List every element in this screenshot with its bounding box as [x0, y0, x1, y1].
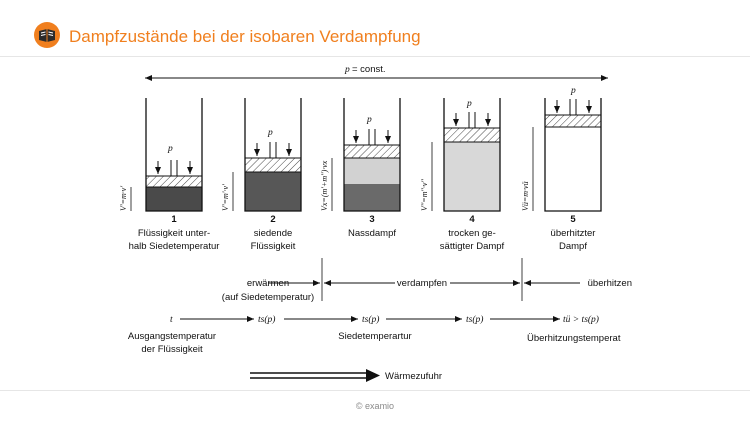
temp-start-caption-b: der Flüssigkeit: [141, 344, 203, 355]
cylinder-2: p V'=m'·v' 2 siedende Flüssigkeit: [221, 98, 302, 252]
temp-start: t: [170, 315, 173, 325]
evaporation-diagram: p = const. p V'=m·v' 1 Flüssigkeit unter…: [119, 64, 632, 382]
state-caption-4a: trocken ge-: [448, 228, 496, 239]
state-number-4: 4: [469, 214, 475, 225]
state-number-2: 2: [270, 214, 275, 225]
cylinder-3: p Vx=(m'+m'')·vx 3 Nassdampf: [320, 98, 401, 239]
state-caption-4b: sättigter Dampf: [440, 241, 505, 252]
cylinder-5: p Vü=m·vü 5 überhitzter Dampf: [521, 86, 602, 252]
phase-superheat-label: überhitzen: [588, 278, 632, 289]
phase-heat-label: erwärmen: [247, 278, 289, 289]
state-caption-3: Nassdampf: [348, 228, 396, 239]
state-caption-5b: Dampf: [559, 241, 587, 252]
phase-row: erwärmen (auf Siedetemperatur) verdampfe…: [222, 258, 632, 303]
state-caption-2b: Flüssigkeit: [251, 241, 296, 252]
piston-pressure-label: p: [366, 115, 372, 125]
volume-label-1: V'=m·v': [119, 186, 128, 211]
pressure-const-arrow: p = const.: [145, 64, 608, 81]
state-number-5: 5: [570, 214, 576, 225]
copyright-text: © examio: [355, 401, 395, 411]
temperature-row: t ts(p) ts(p) ts(p) tü > ts(p) Ausgangst…: [128, 314, 621, 355]
volume-label-3: Vx=(m'+m'')·vx: [320, 160, 329, 211]
temp-super-caption: Überhitzungstemperat: [527, 333, 621, 344]
heat-supply-arrow: Wärmezufuhr: [250, 369, 442, 382]
temp-start-caption-a: Ausgangstemperatur: [128, 331, 216, 342]
temp-boiling-1: ts(p): [258, 314, 275, 325]
state-caption-1a: Flüssigkeit unter-: [138, 228, 210, 239]
volume-label-5: Vü=m·vü: [521, 181, 530, 211]
state-number-3: 3: [369, 214, 374, 225]
cylinder-1: p V'=m·v' 1 Flüssigkeit unter- halb Sied…: [119, 98, 219, 252]
book-logo-icon: [34, 22, 60, 48]
piston-pressure-label: p: [167, 144, 173, 154]
page-title: Dampfzustände bei der isobaren Verdampfu…: [69, 27, 421, 46]
header-bar: Dampfzustände bei der isobaren Verdampfu…: [0, 0, 750, 57]
const-label-rest: = const.: [352, 64, 386, 75]
state-caption-1b: halb Siedetemperatur: [129, 241, 220, 252]
phase-heat-sub-label: (auf Siedetemperatur): [222, 292, 314, 303]
temp-boil-caption: Siedetemperartur: [338, 331, 411, 342]
state-caption-2a: siedende: [254, 228, 293, 239]
state-number-1: 1: [171, 214, 177, 225]
temp-boiling-3: ts(p): [466, 314, 483, 325]
temp-superheat: tü > ts(p): [563, 314, 599, 325]
footer-bar: © examio: [0, 390, 750, 423]
cylinder-4: p V''=m''·v'' 4 trocken ge- sättigter Da…: [420, 98, 505, 252]
temp-boiling-2: ts(p): [362, 314, 379, 325]
const-label-p: p: [344, 65, 350, 75]
piston-pressure-label: p: [570, 86, 576, 96]
volume-label-4: V''=m''·v'': [420, 179, 429, 211]
heat-supply-label: Wärmezufuhr: [385, 371, 442, 382]
volume-label-2: V'=m'·v': [221, 184, 230, 211]
piston-pressure-label: p: [267, 128, 273, 138]
piston-pressure-label: p: [466, 99, 472, 109]
state-caption-5a: überhitzter: [551, 228, 596, 239]
phase-evaporate-label: verdampfen: [397, 278, 447, 289]
